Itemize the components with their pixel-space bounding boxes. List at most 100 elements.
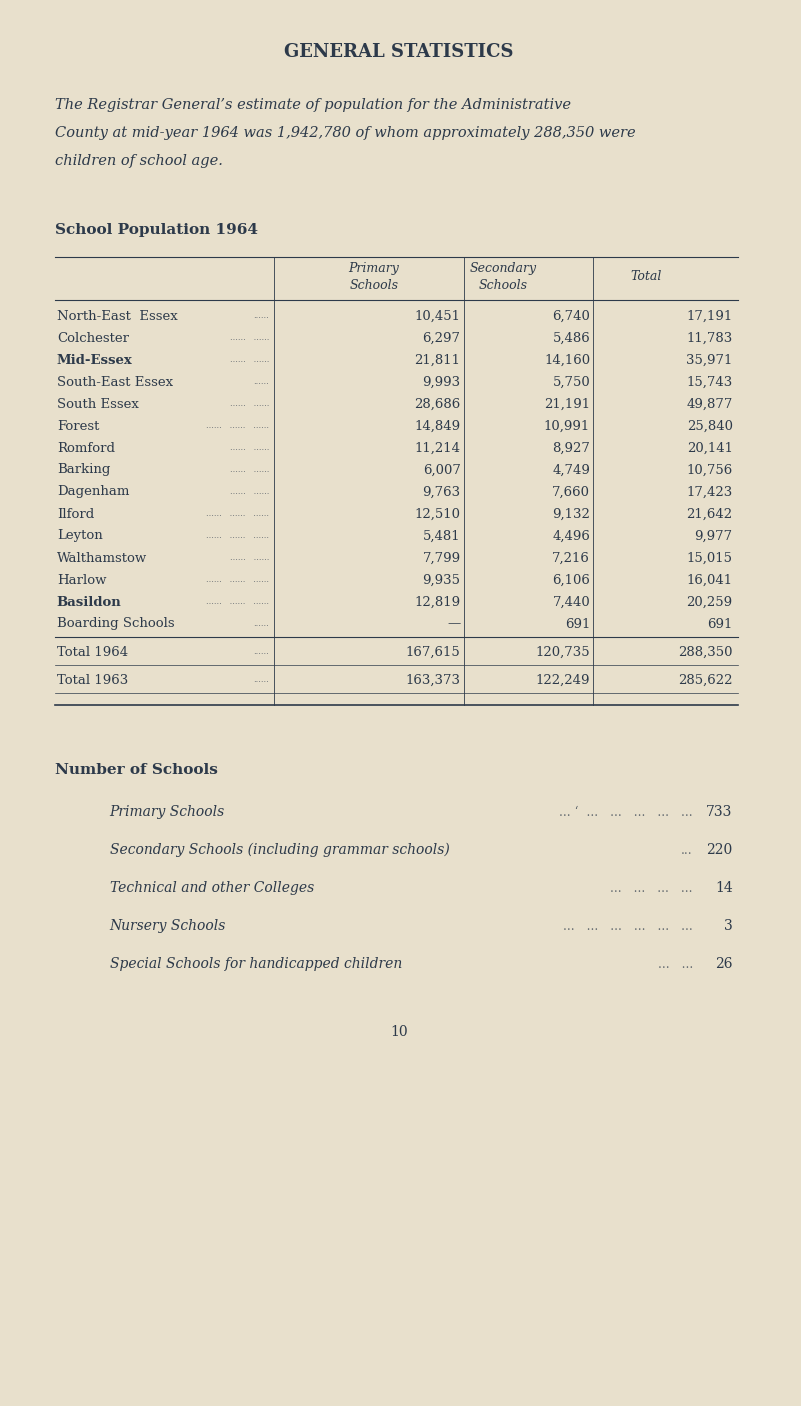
Text: Romford: Romford: [57, 441, 115, 454]
Text: 9,132: 9,132: [553, 508, 590, 520]
Text: 5,481: 5,481: [423, 530, 461, 543]
Text: The Registrar General’s estimate of population for the Administrative: The Registrar General’s estimate of popu…: [54, 98, 571, 112]
Text: 288,350: 288,350: [678, 645, 733, 658]
Text: 12,819: 12,819: [414, 596, 461, 609]
Text: North-East  Essex: North-East Essex: [57, 309, 178, 322]
Text: 285,622: 285,622: [678, 673, 733, 686]
Text: ......   ......   ......: ...... ...... ......: [206, 531, 269, 540]
Text: 7,799: 7,799: [422, 551, 461, 564]
Text: 120,735: 120,735: [536, 645, 590, 658]
Text: 25,840: 25,840: [686, 419, 733, 433]
Text: 17,191: 17,191: [686, 309, 733, 322]
Text: 4,749: 4,749: [553, 464, 590, 477]
Text: ......   ......: ...... ......: [230, 465, 269, 474]
Text: GENERAL STATISTICS: GENERAL STATISTICS: [284, 44, 513, 60]
Text: ...   ...   ...   ...: ... ... ... ...: [610, 882, 693, 894]
Text: Primary Schools: Primary Schools: [110, 806, 225, 820]
Text: ... ‘  ...   ...   ...   ...   ...: ... ‘ ... ... ... ... ...: [559, 806, 693, 818]
Text: 6,106: 6,106: [553, 574, 590, 586]
Text: Forest: Forest: [57, 419, 99, 433]
Text: Nursery Schools: Nursery Schools: [110, 920, 226, 934]
Text: Number of Schools: Number of Schools: [54, 763, 218, 778]
Text: 8,927: 8,927: [553, 441, 590, 454]
Text: 7,440: 7,440: [553, 596, 590, 609]
Text: 10,756: 10,756: [686, 464, 733, 477]
Text: 21,191: 21,191: [544, 398, 590, 411]
Text: Secondary Schools (including grammar schools): Secondary Schools (including grammar sch…: [110, 842, 449, 858]
Text: Basildon: Basildon: [57, 596, 122, 609]
Text: 4,496: 4,496: [553, 530, 590, 543]
Text: 20,259: 20,259: [686, 596, 733, 609]
Text: 15,743: 15,743: [686, 375, 733, 388]
Text: 20,141: 20,141: [686, 441, 733, 454]
Text: 35,971: 35,971: [686, 353, 733, 367]
Text: ......   ......: ...... ......: [230, 554, 269, 562]
Text: 9,935: 9,935: [423, 574, 461, 586]
Text: ......: ......: [253, 312, 269, 321]
Text: ......   ......: ...... ......: [230, 335, 269, 342]
Text: 733: 733: [706, 806, 733, 820]
Text: 9,993: 9,993: [422, 375, 461, 388]
Text: children of school age.: children of school age.: [54, 155, 223, 167]
Text: County at mid-year 1964 was 1,942,780 of whom approximately 288,350 were: County at mid-year 1964 was 1,942,780 of…: [54, 127, 635, 141]
Text: ......: ......: [253, 648, 269, 657]
Text: 14,160: 14,160: [544, 353, 590, 367]
Text: ...   ...: ... ...: [658, 957, 693, 970]
Text: 21,642: 21,642: [686, 508, 733, 520]
Text: 691: 691: [565, 617, 590, 630]
Text: 6,740: 6,740: [553, 309, 590, 322]
Text: ......: ......: [253, 620, 269, 628]
Text: 11,214: 11,214: [415, 441, 461, 454]
Text: ......   ......   ......: ...... ...... ......: [206, 510, 269, 517]
Text: South-East Essex: South-East Essex: [57, 375, 173, 388]
Text: 6,297: 6,297: [423, 332, 461, 344]
Text: Barking: Barking: [57, 464, 111, 477]
Text: 5,750: 5,750: [553, 375, 590, 388]
Text: 10,991: 10,991: [544, 419, 590, 433]
Text: 7,660: 7,660: [552, 485, 590, 499]
Text: ...: ...: [681, 844, 693, 856]
Text: ......: ......: [253, 378, 269, 387]
Text: Total: Total: [630, 270, 662, 284]
Text: 21,811: 21,811: [415, 353, 461, 367]
Text: 15,015: 15,015: [686, 551, 733, 564]
Text: 16,041: 16,041: [686, 574, 733, 586]
Text: 691: 691: [707, 617, 733, 630]
Text: 10,451: 10,451: [415, 309, 461, 322]
Text: Walthamstow: Walthamstow: [57, 551, 147, 564]
Text: 9,763: 9,763: [422, 485, 461, 499]
Text: 220: 220: [706, 844, 733, 858]
Text: 17,423: 17,423: [686, 485, 733, 499]
Text: ......   ......: ...... ......: [230, 488, 269, 496]
Text: ...   ...   ...   ...   ...   ...: ... ... ... ... ... ...: [563, 920, 693, 932]
Text: South Essex: South Essex: [57, 398, 139, 411]
Text: Colchester: Colchester: [57, 332, 129, 344]
Text: ......: ......: [253, 676, 269, 683]
Text: Mid-Essex: Mid-Essex: [57, 353, 133, 367]
Text: 163,373: 163,373: [405, 673, 461, 686]
Text: 9,977: 9,977: [694, 530, 733, 543]
Text: —: —: [447, 617, 461, 630]
Text: 7,216: 7,216: [553, 551, 590, 564]
Text: ......   ......   ......: ...... ...... ......: [206, 576, 269, 583]
Text: Technical and other Colleges: Technical and other Colleges: [110, 882, 314, 896]
Text: Primary
Schools: Primary Schools: [348, 262, 399, 292]
Text: Total 1963: Total 1963: [57, 673, 128, 686]
Text: 6,007: 6,007: [423, 464, 461, 477]
Text: 28,686: 28,686: [414, 398, 461, 411]
Text: Dagenham: Dagenham: [57, 485, 129, 499]
Text: 49,877: 49,877: [686, 398, 733, 411]
Text: 12,510: 12,510: [415, 508, 461, 520]
Text: ......   ......   ......: ...... ...... ......: [206, 422, 269, 430]
Text: 11,783: 11,783: [686, 332, 733, 344]
Text: ......   ......   ......: ...... ...... ......: [206, 598, 269, 606]
Text: 26: 26: [715, 957, 733, 972]
Text: 5,486: 5,486: [553, 332, 590, 344]
Text: Secondary
Schools: Secondary Schools: [470, 262, 537, 292]
Text: Total 1964: Total 1964: [57, 645, 128, 658]
Text: 3: 3: [724, 920, 733, 934]
Text: Ilford: Ilford: [57, 508, 94, 520]
Text: 14: 14: [715, 882, 733, 896]
Text: School Population 1964: School Population 1964: [54, 224, 258, 238]
Text: 10: 10: [390, 1025, 408, 1039]
